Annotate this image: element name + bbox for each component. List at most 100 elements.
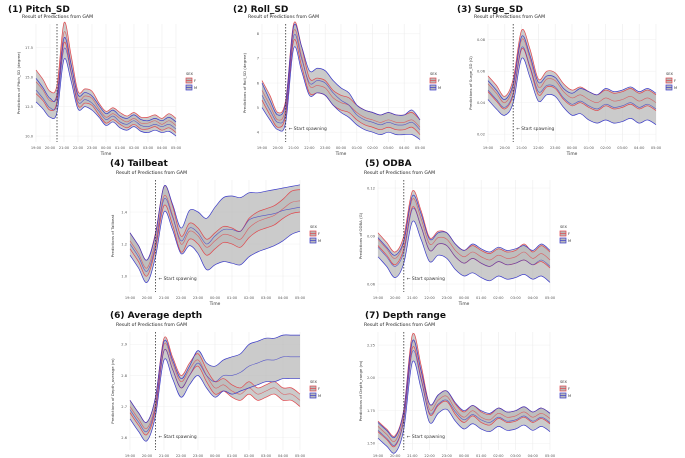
x-tick-label: 21:00 bbox=[516, 146, 527, 150]
confidence-band-M bbox=[36, 37, 176, 137]
x-tick-label: 19:00 bbox=[125, 296, 136, 300]
x-tick-label: 05:00 bbox=[171, 146, 182, 150]
x-tick-label: 20:00 bbox=[142, 454, 153, 458]
x-tick-label: 04:00 bbox=[278, 296, 289, 300]
y-axis-label: Predictions of Depth_range (m) bbox=[358, 360, 363, 421]
x-tick-label: 03:00 bbox=[261, 454, 272, 458]
band-upper-M bbox=[35, 37, 177, 123]
legend-title: SEX bbox=[310, 225, 318, 229]
y-tick-label: 2.7 bbox=[121, 405, 127, 409]
band-lower-F bbox=[129, 204, 301, 277]
spawning-annotation: ← Start spawning bbox=[516, 126, 554, 132]
legend-label-M: M bbox=[568, 239, 571, 243]
series-line-M bbox=[129, 197, 301, 272]
band-lower-M bbox=[129, 210, 301, 283]
legend-title: SEX bbox=[186, 72, 194, 76]
y-tick-label: 2.6 bbox=[121, 436, 127, 440]
x-tick-label: 02:00 bbox=[244, 454, 255, 458]
x-tick-label: 03:00 bbox=[510, 454, 521, 458]
y-tick-label: 0.09 bbox=[367, 234, 376, 238]
y-tick-label: 0.02 bbox=[477, 132, 485, 136]
band-upper-M bbox=[129, 334, 300, 423]
x-tick-label: 05:00 bbox=[545, 296, 556, 300]
legend-label-M: M bbox=[674, 86, 677, 90]
panel-title: (7) Depth range bbox=[365, 311, 446, 321]
x-tick-label: 00:00 bbox=[567, 146, 578, 150]
chart-title: Result of Predictions from GAM bbox=[248, 14, 319, 20]
y-tick-label: 4 bbox=[257, 130, 260, 134]
x-tick-label: 22:00 bbox=[533, 146, 544, 150]
legend-title: SEX bbox=[560, 225, 568, 229]
y-tick-label: 12.5 bbox=[25, 105, 33, 109]
y-tick-label: 15.0 bbox=[25, 75, 34, 79]
series-line-M bbox=[261, 34, 421, 130]
x-tick-label: 02:00 bbox=[244, 296, 255, 300]
x-tick-label: 02:00 bbox=[129, 146, 140, 150]
legend-title: SEX bbox=[310, 380, 318, 384]
legend-title: SEX bbox=[666, 72, 674, 76]
y-tick-label: 2.8 bbox=[121, 374, 127, 378]
x-tick-label: 21:00 bbox=[159, 454, 170, 458]
x-tick-label: 04:00 bbox=[278, 454, 289, 458]
y-axis-label: Predictions of Roll_SD (degree) bbox=[242, 53, 247, 113]
series-line-F bbox=[129, 342, 301, 430]
x-axis-label: Time bbox=[209, 301, 221, 307]
x-tick-label: 23:00 bbox=[442, 454, 453, 458]
x-tick-label: 04:00 bbox=[157, 146, 168, 150]
y-tick-label: 0.06 bbox=[477, 70, 486, 74]
legend-label-F: F bbox=[318, 232, 320, 236]
band-upper-M bbox=[261, 23, 421, 121]
series-line-M bbox=[35, 47, 177, 130]
y-tick-label: 0.12 bbox=[367, 186, 375, 190]
x-tick-label: 22:00 bbox=[424, 454, 435, 458]
x-tick-label: 21:00 bbox=[288, 146, 299, 150]
band-upper-F bbox=[35, 21, 177, 119]
x-tick-label: 19:00 bbox=[31, 146, 42, 150]
spawning-annotation: ← Start spawning bbox=[407, 434, 445, 440]
panel-title: (2) Roll_SD bbox=[233, 5, 288, 15]
x-tick-label: 03:00 bbox=[143, 146, 154, 150]
y-tick-label: 6 bbox=[257, 81, 260, 85]
x-tick-label: 21:00 bbox=[407, 454, 418, 458]
x-tick-label: 01:00 bbox=[584, 146, 595, 150]
chart-title: Result of Predictions from GAM bbox=[364, 322, 435, 328]
x-tick-label: 01:00 bbox=[227, 296, 238, 300]
chart-title: Result of Predictions from GAM bbox=[116, 322, 187, 328]
x-tick-label: 23:00 bbox=[87, 146, 98, 150]
y-tick-label: 0.04 bbox=[477, 101, 486, 105]
x-tick-label: 19:00 bbox=[373, 296, 384, 300]
band-upper-M bbox=[129, 184, 301, 261]
y-tick-label: 1.50 bbox=[367, 442, 376, 446]
y-axis-label: Predictions of Pitch_SD (degree) bbox=[16, 51, 21, 114]
spawning-annotation: ← Start spawning bbox=[159, 276, 197, 282]
x-tick-label: 05:00 bbox=[545, 454, 556, 458]
band-upper-F bbox=[487, 28, 657, 97]
panel-title: (4) Tailbeat bbox=[110, 159, 168, 169]
x-tick-label: 05:00 bbox=[415, 146, 426, 150]
legend-title: SEX bbox=[430, 72, 438, 76]
x-tick-label: 04:00 bbox=[528, 296, 539, 300]
x-tick-label: 19:00 bbox=[125, 454, 136, 458]
x-tick-label: 02:00 bbox=[493, 454, 504, 458]
x-tick-label: 04:00 bbox=[528, 454, 539, 458]
x-tick-label: 23:00 bbox=[193, 296, 204, 300]
y-tick-label: 7 bbox=[257, 57, 259, 61]
x-tick-label: 22:00 bbox=[73, 146, 84, 150]
legend-label-F: F bbox=[568, 232, 570, 236]
x-tick-label: 01:00 bbox=[115, 146, 126, 150]
series-line-F bbox=[35, 31, 177, 126]
band-lower-M bbox=[35, 58, 177, 137]
chart-title: Result of Predictions from GAM bbox=[116, 170, 187, 176]
legend-label-M: M bbox=[318, 239, 321, 243]
x-tick-label: 22:00 bbox=[424, 296, 435, 300]
spawning-annotation: ← Start spawning bbox=[407, 276, 445, 282]
x-tick-label: 01:00 bbox=[476, 296, 487, 300]
legend-label-M: M bbox=[318, 394, 321, 398]
y-tick-label: 10.0 bbox=[25, 134, 34, 138]
x-tick-label: 00:00 bbox=[459, 296, 470, 300]
series-line-M bbox=[377, 350, 551, 446]
x-tick-label: 03:00 bbox=[510, 296, 521, 300]
chart-title: Result of Predictions from GAM bbox=[364, 170, 435, 176]
